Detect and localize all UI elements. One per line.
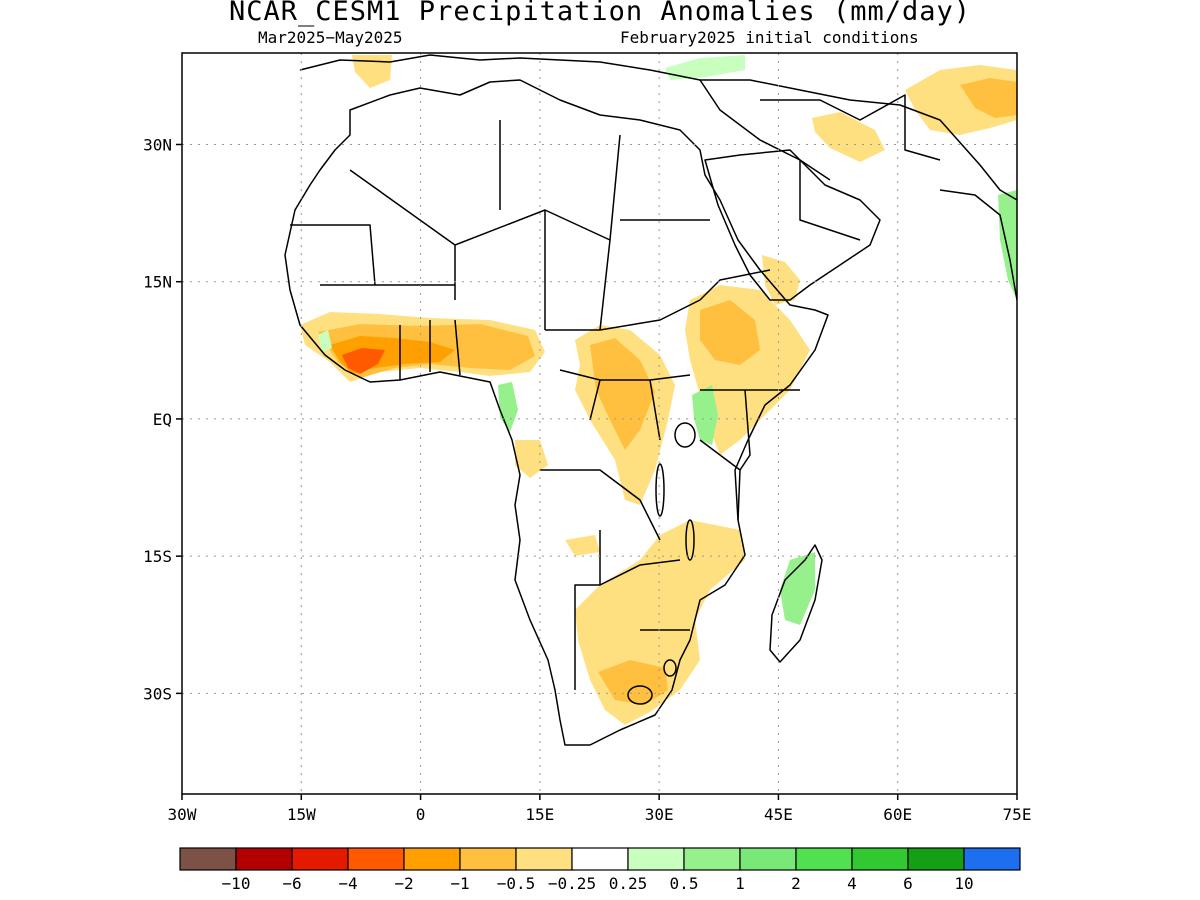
eswatini [663, 659, 677, 677]
colorbar-box [347, 847, 405, 871]
colorbar-boxes [179, 847, 1021, 871]
lat-tick-label: 30S [143, 684, 172, 703]
colorbar-label: 0.5 [670, 874, 699, 893]
anomaly-shading [300, 55, 1017, 725]
anomaly-middle-east [812, 112, 885, 162]
colorbar-label: 10 [954, 874, 973, 893]
lat-tick-label: 30N [143, 135, 172, 154]
colorbar-box [235, 847, 293, 871]
anomaly-senegal-wet [318, 330, 332, 352]
colorbar-box [683, 847, 741, 871]
africa-coastline [284, 79, 829, 746]
anomaly-yemen [762, 255, 800, 305]
colorbar-box [739, 847, 797, 871]
anomaly-afghanistan-mid [960, 78, 1017, 118]
longitude-axis: 30W 15W 0 15E 30E 45E 60E 75E [168, 794, 1032, 824]
colorbar-box [291, 847, 349, 871]
europe-asia-coastline [299, 54, 1017, 201]
lon-tick-label: 45E [764, 805, 793, 824]
colorbar-label: 4 [847, 874, 857, 893]
lon-tick-label: 15W [287, 805, 316, 824]
anomaly-central-africa-mid [590, 338, 655, 450]
colorbar-label: −0.25 [548, 874, 596, 893]
border-west-africa [290, 224, 461, 380]
lake-tanganyika [655, 463, 665, 517]
anomaly-madagascar-wet [780, 552, 815, 625]
lon-tick-label: 30W [168, 805, 197, 824]
colorbar-label: −4 [338, 874, 357, 893]
lake-victoria [674, 422, 696, 448]
anomaly-lake-victoria-wet [692, 385, 718, 445]
colorbar-box [627, 847, 685, 871]
forecast-season: Mar2025−May2025 [258, 28, 403, 47]
border-east-africa [699, 389, 800, 521]
colorbar-box [795, 847, 853, 871]
colorbar-label: −6 [282, 874, 301, 893]
border-central-africa [540, 269, 771, 690]
latitude-axis: 30N 15N EQ 15S 30S [143, 135, 182, 703]
colorbar-labels: −10 −6 −4 −2 −1 −0.5 −0.25 0.25 0.5 1 2 4 6 10 [222, 874, 974, 893]
madagascar-coastline [769, 544, 823, 663]
colorbar-label: 1 [735, 874, 745, 893]
colorbar-label: 0.25 [609, 874, 648, 893]
lon-tick-label: 75E [1003, 805, 1032, 824]
colorbar-box [907, 847, 965, 871]
colorbar-label: 6 [903, 874, 913, 893]
anomaly-turkey-wet [665, 55, 745, 80]
anomaly-angola [565, 535, 600, 556]
lon-tick-label: 0 [416, 805, 426, 824]
map-title: NCAR_CESM1 Precipitation Anomalies (mm/d… [229, 0, 971, 27]
colorbar-box [403, 847, 461, 871]
map-frame [181, 52, 1018, 795]
lake-malawi [685, 519, 695, 561]
lon-tick-label: 30E [645, 805, 674, 824]
border-middle-east [699, 79, 941, 241]
colorbar-box [515, 847, 573, 871]
colorbar-label: −2 [394, 874, 413, 893]
anomaly-ethiopia-mid [700, 300, 760, 365]
map-gridlines [182, 53, 1017, 794]
lat-tick-label: 15S [143, 547, 172, 566]
colorbar-box [459, 847, 517, 871]
anomaly-mediterranean [352, 55, 392, 88]
initial-conditions: February2025 initial conditions [620, 28, 919, 47]
map-plot-area [182, 53, 1017, 794]
lat-tick-label: 15N [143, 273, 172, 292]
anomaly-gabon [515, 440, 548, 478]
anomaly-west-africa-core [342, 348, 385, 374]
india-coastline [939, 189, 1017, 301]
colorbar-label: −1 [450, 874, 469, 893]
colorbar-box [963, 847, 1021, 871]
colorbar-box [851, 847, 909, 871]
lat-tick-label: EQ [153, 410, 172, 429]
colorbar-box [179, 847, 237, 871]
coastlines [284, 54, 1017, 746]
colorbar-label: 2 [791, 874, 801, 893]
colorbar-label: −0.5 [497, 874, 536, 893]
lon-tick-label: 60E [883, 805, 912, 824]
colorbar-label: −10 [222, 874, 251, 893]
lesotho [627, 685, 653, 705]
border-sahara [349, 120, 710, 331]
lon-tick-label: 15E [525, 805, 554, 824]
colorbar-box [571, 847, 629, 871]
